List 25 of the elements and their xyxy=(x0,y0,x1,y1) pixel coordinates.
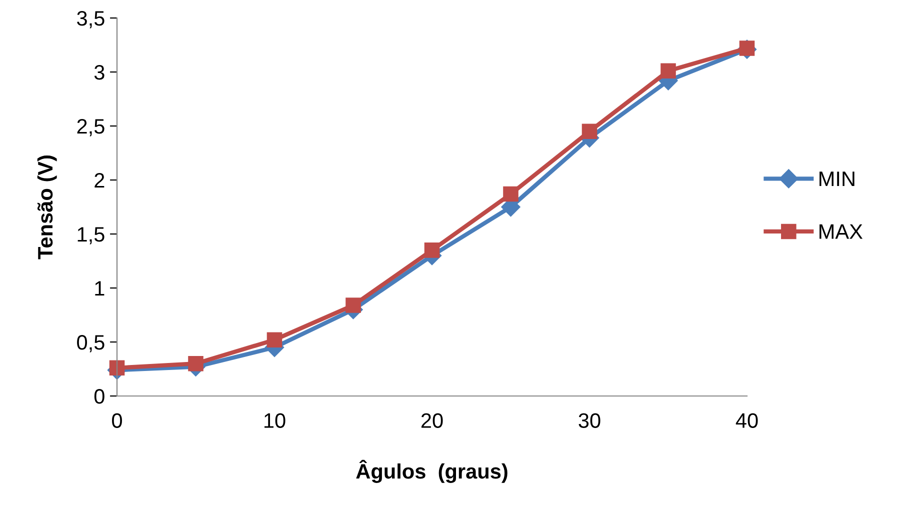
y-tick-label: 2,5 xyxy=(77,119,104,136)
x-axis-title: Âgulos (graus) xyxy=(356,460,508,483)
point xyxy=(660,63,676,79)
y-tick-label: 3 xyxy=(94,65,104,80)
y-tick-label: 1,5 xyxy=(78,227,104,244)
y-tick-label: 1 xyxy=(95,281,104,296)
y-tick-label: 3,5 xyxy=(77,11,104,28)
point xyxy=(266,332,282,348)
point xyxy=(109,360,125,376)
x-tick-label: 0 xyxy=(112,413,122,428)
y-tick-label: 2 xyxy=(94,173,104,188)
y-tick-label: 0,5 xyxy=(77,335,104,352)
x-tick-label: 40 xyxy=(736,413,758,428)
point xyxy=(424,242,440,258)
x-tick-label: 10 xyxy=(264,413,286,428)
point xyxy=(503,186,518,202)
legend-label: MIN xyxy=(820,172,854,186)
y-axis-title: Tensão (V) xyxy=(37,156,57,260)
y-tick-label: 0 xyxy=(94,389,104,404)
legend-label: MAX xyxy=(820,224,863,239)
point xyxy=(188,356,204,372)
x-tick-label: 20 xyxy=(421,413,443,428)
x-tick-label: 30 xyxy=(578,413,600,428)
point xyxy=(346,298,361,313)
point xyxy=(582,124,598,140)
